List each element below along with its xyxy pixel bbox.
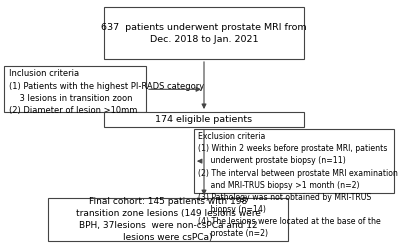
Bar xyxy=(194,129,394,193)
Bar xyxy=(4,66,146,112)
Bar xyxy=(104,7,304,59)
Text: Exclusion criteria
(1) Within 2 weeks before prostate MRI, patients
     underwe: Exclusion criteria (1) Within 2 weeks be… xyxy=(198,132,398,238)
Text: 637  patients underwent prostate MRI from
Dec. 2018 to Jan. 2021: 637 patients underwent prostate MRI from… xyxy=(101,23,307,44)
Text: 174 eligible patients: 174 eligible patients xyxy=(156,115,252,124)
Bar xyxy=(104,112,304,127)
Bar xyxy=(48,198,288,241)
Text: Inclusion criteria
(1) Patients with the highest PI-RADS category
    3 lesions : Inclusion criteria (1) Patients with the… xyxy=(9,69,204,115)
Text: Final cohort: 145 patients with 198
transition zone lesions (149 lesions were
BP: Final cohort: 145 patients with 198 tran… xyxy=(76,197,260,242)
